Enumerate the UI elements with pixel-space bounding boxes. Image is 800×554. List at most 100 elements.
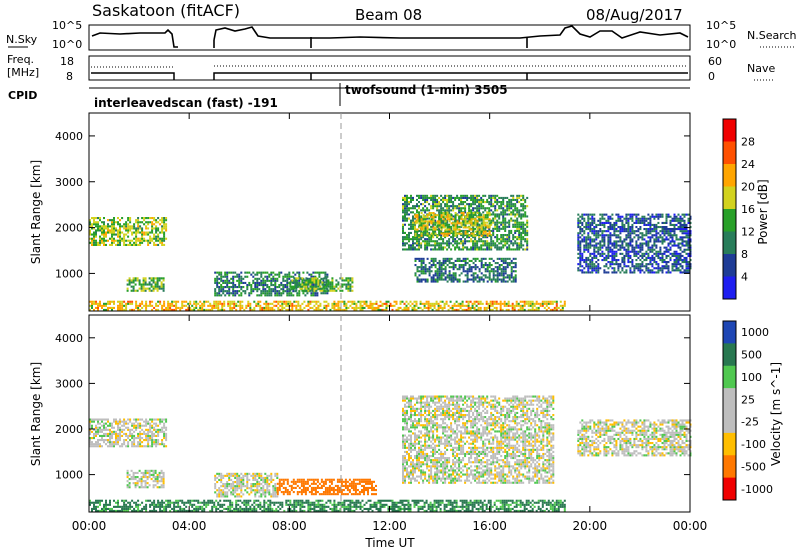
heatmap-cell [402,215,404,218]
heatmap-cell [310,273,313,276]
heatmap-cell [484,232,487,235]
heatmap-cell [474,278,477,281]
heatmap-cell [405,308,408,311]
heatmap-cell [496,272,499,275]
heatmap-cell [408,207,410,210]
heatmap-cell [450,218,453,221]
power-colorbar-label: Power [dB] [756,179,770,244]
heatmap-cell [131,422,134,425]
heatmap-cell [442,248,445,251]
heatmap-cell [673,217,676,220]
heatmap-cell [203,302,206,305]
heatmap-cell [163,231,166,234]
heatmap-cell [410,246,412,249]
heatmap-cell [549,300,552,303]
heatmap-cell [452,222,455,225]
heatmap-cell [603,271,606,274]
heatmap-cell [125,422,128,425]
heatmap-cell [298,279,301,282]
heatmap-cell [129,300,132,303]
heatmap-cell [361,308,364,311]
heatmap-cell [607,230,610,233]
heatmap-cell [440,214,443,217]
heatmap-cell [667,265,670,268]
heatmap-cell [579,244,582,247]
heatmap-cell [446,259,449,262]
heatmap-cell [266,277,269,280]
heatmap-cell [442,222,445,225]
heatmap-cell [611,244,614,247]
heatmap-cell [424,242,427,245]
heatmap-cell [687,265,690,268]
heatmap-cell [663,230,666,233]
heatmap-cell [613,254,616,257]
heatmap-cell [111,221,113,224]
heatmap-cell [519,308,522,311]
heatmap-cell [402,205,404,208]
heatmap-cell [458,232,461,235]
heatmap-cell [111,219,113,222]
heatmap-cell [621,221,624,224]
heatmap-cell [97,227,99,230]
heatmap-cell [502,244,505,247]
heatmap-cell [476,194,479,197]
heatmap-cell [163,243,166,246]
heatmap-cell [459,304,462,307]
heatmap-cell [151,231,154,234]
heatmap-cell [148,289,151,292]
heatmap-cell [619,236,622,239]
heatmap-cell [246,288,249,291]
heatmap-cell [526,246,529,249]
heatmap-cell [599,244,602,247]
heatmap-cell [139,237,142,240]
heatmap-cell [322,279,325,282]
heatmap-cell [418,213,420,216]
heatmap-cell [476,266,479,269]
heatmap-cell [436,240,439,243]
heatmap-cell [625,230,628,233]
heatmap-cell [307,304,310,307]
heatmap-cell [131,445,134,448]
heatmap-cell [611,228,614,231]
heatmap-cell [452,262,455,265]
heatmap-cell [187,308,190,311]
heatmap-cell [679,228,682,231]
heatmap-cell [414,228,417,231]
heatmap-cell [595,238,598,241]
heatmap-cell [309,279,312,282]
heatmap-cell [113,219,115,222]
heatmap-cell [132,281,135,284]
heatmap-cell [669,252,672,255]
heatmap-cell [679,259,682,262]
heatmap-cell [500,272,503,275]
heatmap-cell [277,300,280,303]
heatmap-cell [482,278,485,281]
heatmap-cell [93,434,95,437]
heatmap-cell [432,259,435,262]
heatmap-cell [163,302,166,305]
heatmap-cell [522,198,525,201]
heatmap-cell [131,300,134,303]
heatmap-cell [482,274,485,277]
heatmap-cell [141,445,144,448]
heatmap-cell [480,230,483,233]
heatmap-cell [474,264,477,267]
heatmap-cell [625,254,628,257]
heatmap-cell [438,272,441,275]
heatmap-cell [162,285,165,288]
colorbar-tick-label: 8 [741,248,748,261]
heatmap-cell [629,267,632,270]
heatmap-cell [460,229,463,232]
heatmap-cell [311,277,314,280]
heatmap-cell [607,244,610,247]
heatmap-cell [583,246,586,249]
heatmap-cell [474,230,477,233]
heatmap-cell [619,228,622,231]
heatmap-cell [462,226,465,229]
heatmap-cell [375,308,378,311]
heatmap-cell [115,243,117,246]
heatmap-cell [298,281,301,284]
heatmap-cell [410,207,412,210]
heatmap-cell [446,209,449,212]
heatmap-cell [143,219,146,222]
